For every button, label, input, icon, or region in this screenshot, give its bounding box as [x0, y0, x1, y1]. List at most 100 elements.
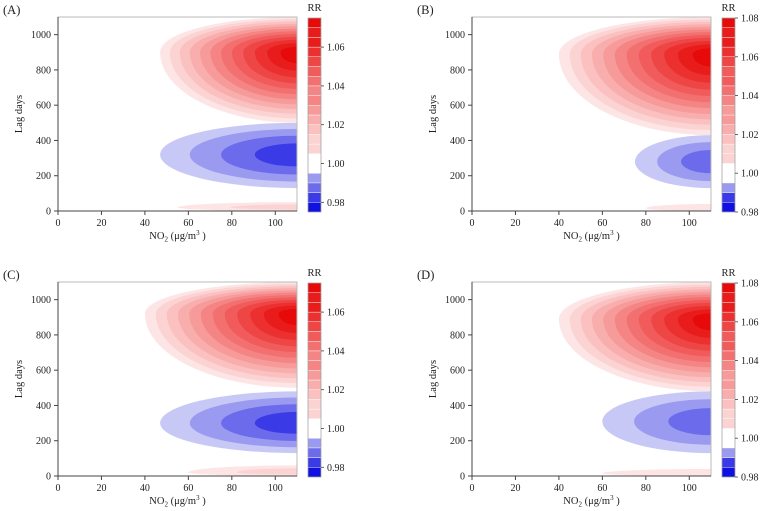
x-tick-label: 60 [597, 218, 607, 229]
y-tick-label: 0 [46, 207, 51, 218]
colorbar-segment [721, 114, 736, 125]
colorbar-tick-label: 1.02 [741, 130, 759, 141]
colorbar-segment [307, 172, 322, 184]
colorbar-segment [307, 282, 322, 293]
contour-band-red-peak-11 [278, 308, 297, 326]
x-label-unit: (μg/m [168, 231, 196, 242]
colorbar-segment [721, 457, 736, 468]
x-tick-label: 0 [56, 483, 61, 494]
colorbar-segment [307, 360, 322, 371]
colorbar-segment [721, 17, 736, 28]
colorbar-segment [307, 437, 322, 449]
x-tick-label: 20 [510, 483, 520, 494]
x-axis-label: NO2 (μg/m3 ) [149, 229, 206, 244]
colorbar-title: RR [307, 3, 321, 14]
x-label-sub: 2 [578, 236, 582, 244]
colorbar-segment [721, 27, 736, 38]
x-label-main: NO [563, 231, 579, 242]
colorbar-tick-label: 1.06 [741, 52, 759, 63]
panel-label: (C) [3, 268, 20, 282]
colorbar-segment [721, 105, 736, 116]
colorbar-segment [721, 282, 736, 293]
contour-area [472, 17, 711, 211]
y-axis-label: Lag days [14, 360, 25, 398]
x-tick-label: 40 [554, 218, 564, 229]
colorbar-tick-label: 0.98 [741, 473, 759, 484]
x-tick-label: 60 [597, 483, 607, 494]
x-tick-label: 60 [183, 218, 193, 229]
colorbar-segment [307, 321, 322, 332]
y-tick-label: 200 [450, 436, 465, 447]
x-label-sup: 3 [196, 229, 200, 237]
colorbar-tick-label: 1.00 [327, 159, 345, 170]
y-tick-label: 200 [36, 171, 51, 182]
colorbar-segment [721, 75, 736, 87]
x-tick-label: 20 [510, 218, 520, 229]
colorbar-segment [307, 370, 322, 381]
colorbar-segment [307, 379, 322, 390]
colorbar-tick-label: 1.04 [741, 91, 759, 102]
colorbar-segment [307, 418, 322, 429]
colorbar-segment [307, 311, 322, 322]
colorbar-tick-label: 1.00 [741, 169, 759, 180]
x-tick-label: 40 [554, 483, 564, 494]
y-tick-label: 800 [36, 330, 51, 341]
x-label-close: ) [614, 496, 621, 507]
colorbar-segment [721, 418, 736, 429]
contour-band-red-peak-11 [692, 313, 711, 331]
colorbar-segment [721, 302, 736, 313]
colorbar: RR 1.08 1.06 1.04 1.02 1.00 0.98 [721, 268, 758, 484]
y-tick-label: 0 [460, 472, 465, 483]
colorbar-segment [307, 389, 322, 400]
colorbar-segment [721, 56, 736, 67]
x-label-main: NO [563, 496, 579, 507]
colorbar-segment [721, 331, 736, 342]
colorbar-segment [721, 428, 736, 439]
x-axis-label: NO2 (μg/m3 ) [149, 494, 206, 509]
contour-band-red-small-1 [230, 204, 297, 210]
colorbar-segment [721, 321, 736, 332]
colorbar-segment [721, 192, 736, 203]
x-tick-label: 100 [682, 483, 697, 494]
colorbar-segment [721, 340, 736, 352]
colorbar-tick-label: 1.02 [327, 385, 345, 396]
x-label-close: ) [200, 496, 207, 507]
colorbar-segment [721, 447, 736, 458]
colorbar-segment [307, 85, 322, 96]
x-tick-label: 80 [641, 483, 651, 494]
x-tick-label: 40 [140, 218, 150, 229]
contour-band-red-small-0 [645, 203, 711, 211]
y-tick-label: 1000 [445, 295, 465, 306]
colorbar: RR 1.06 1.04 1.02 1.00 0.98 [307, 268, 345, 478]
colorbar-segment [721, 379, 736, 390]
colorbar-tick-label: 1.02 [741, 395, 759, 406]
colorbar-segment [307, 292, 322, 303]
x-label-unit: (μg/m [582, 231, 610, 242]
panel-label: (D) [417, 268, 434, 282]
y-tick-label: 400 [36, 401, 51, 412]
x-label-main: NO [149, 496, 165, 507]
colorbar-title: RR [307, 268, 321, 279]
y-tick-label: 600 [36, 101, 51, 112]
y-tick-label: 1000 [31, 30, 51, 41]
colorbar-frame [721, 17, 736, 213]
colorbar-segment [721, 399, 736, 410]
colorbar-segment [721, 37, 736, 48]
contour-band-red-small-1 [236, 468, 297, 475]
y-axis-label: Lag days [14, 95, 25, 133]
colorbar-tick-label: 1.04 [327, 346, 345, 357]
x-label-sup: 3 [196, 494, 200, 502]
colorbar-segment [721, 95, 736, 106]
colorbar-segment [307, 134, 322, 145]
colorbar-segment [307, 340, 322, 352]
colorbar: RR 1.08 1.06 1.04 1.02 1.00 0.98 [721, 3, 758, 219]
colorbar-segment [721, 292, 736, 303]
colorbar-tick-label: 0.98 [327, 198, 345, 209]
x-axis-label: NO2 (μg/m3 ) [563, 494, 620, 509]
colorbar-segment [307, 124, 322, 135]
x-axis-label: NO2 (μg/m3 ) [563, 229, 620, 244]
colorbar: RR 1.06 1.04 1.02 1.00 0.98 [307, 3, 345, 213]
x-tick-label: 100 [682, 218, 697, 229]
colorbar-segment [307, 428, 322, 439]
